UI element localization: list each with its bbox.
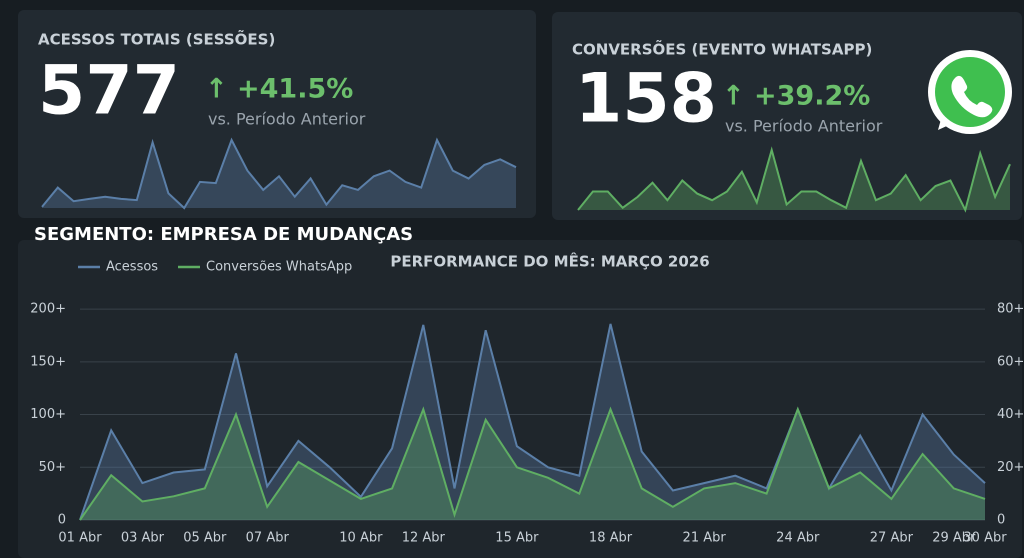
x-tick-label: 29 Abr [932, 531, 976, 546]
y2-tick-label: 20+ [997, 460, 1024, 475]
sparkline-line [41, 137, 517, 210]
card [18, 10, 536, 218]
x-tick-label: 30 Abr [963, 531, 1007, 546]
y2-tick-label: 0 [997, 513, 1005, 528]
y-tick-label: 150+ [30, 354, 66, 369]
series-area [80, 409, 985, 520]
kpi-change: ↑ +41.5% [205, 74, 353, 105]
card [552, 12, 1022, 220]
x-tick-label: 12 Abr [402, 531, 446, 546]
kpi-change: ↑ +39.2% [722, 81, 870, 112]
y2-tick-label: 40+ [997, 407, 1024, 422]
card-title: ACESSOS TOTAIS (SESSÕES) [38, 30, 275, 49]
segment-title: SEGMENTO: EMPRESA DE MUDANÇAS [34, 224, 413, 245]
x-tick-label: 01 Abr [58, 531, 102, 546]
y-tick-label: 100+ [30, 407, 66, 422]
y-tick-label: 50+ [39, 460, 66, 475]
kpi-value: 577 [38, 52, 180, 131]
x-tick-label: 21 Abr [683, 531, 727, 546]
series-line [79, 406, 986, 521]
legend-label: Conversões WhatsApp [206, 260, 352, 275]
x-tick-label: 24 Abr [776, 531, 820, 546]
y-tick-label: 200+ [30, 302, 66, 317]
whatsapp-icon [928, 50, 1012, 134]
x-tick-label: 18 Abr [589, 531, 633, 546]
series-area [80, 323, 985, 520]
x-tick-label: 03 Abr [121, 531, 165, 546]
sparkline-line [577, 146, 1011, 213]
y-tick-label: 0 [58, 513, 66, 528]
sparkline-area [42, 140, 516, 208]
sparkline-area [578, 150, 1010, 210]
y2-tick-label: 80+ [997, 302, 1024, 317]
series-line [79, 323, 986, 521]
x-tick-label: 05 Abr [183, 531, 227, 546]
chart-title: PERFORMANCE DO MÊS: MARÇO 2026 [390, 252, 709, 271]
x-tick-label: 27 Abr [870, 531, 914, 546]
kpi-value: 158 [575, 60, 717, 139]
x-tick-label: 10 Abr [339, 531, 383, 546]
legend-label: Acessos [106, 260, 158, 275]
kpi-comparison: vs. Período Anterior [725, 117, 883, 136]
y2-tick-label: 60+ [997, 354, 1024, 369]
card-title: CONVERSÕES (EVENTO WHATSAPP) [572, 40, 872, 59]
x-tick-label: 07 Abr [246, 531, 290, 546]
x-tick-label: 15 Abr [495, 531, 539, 546]
kpi-comparison: vs. Período Anterior [208, 110, 366, 129]
